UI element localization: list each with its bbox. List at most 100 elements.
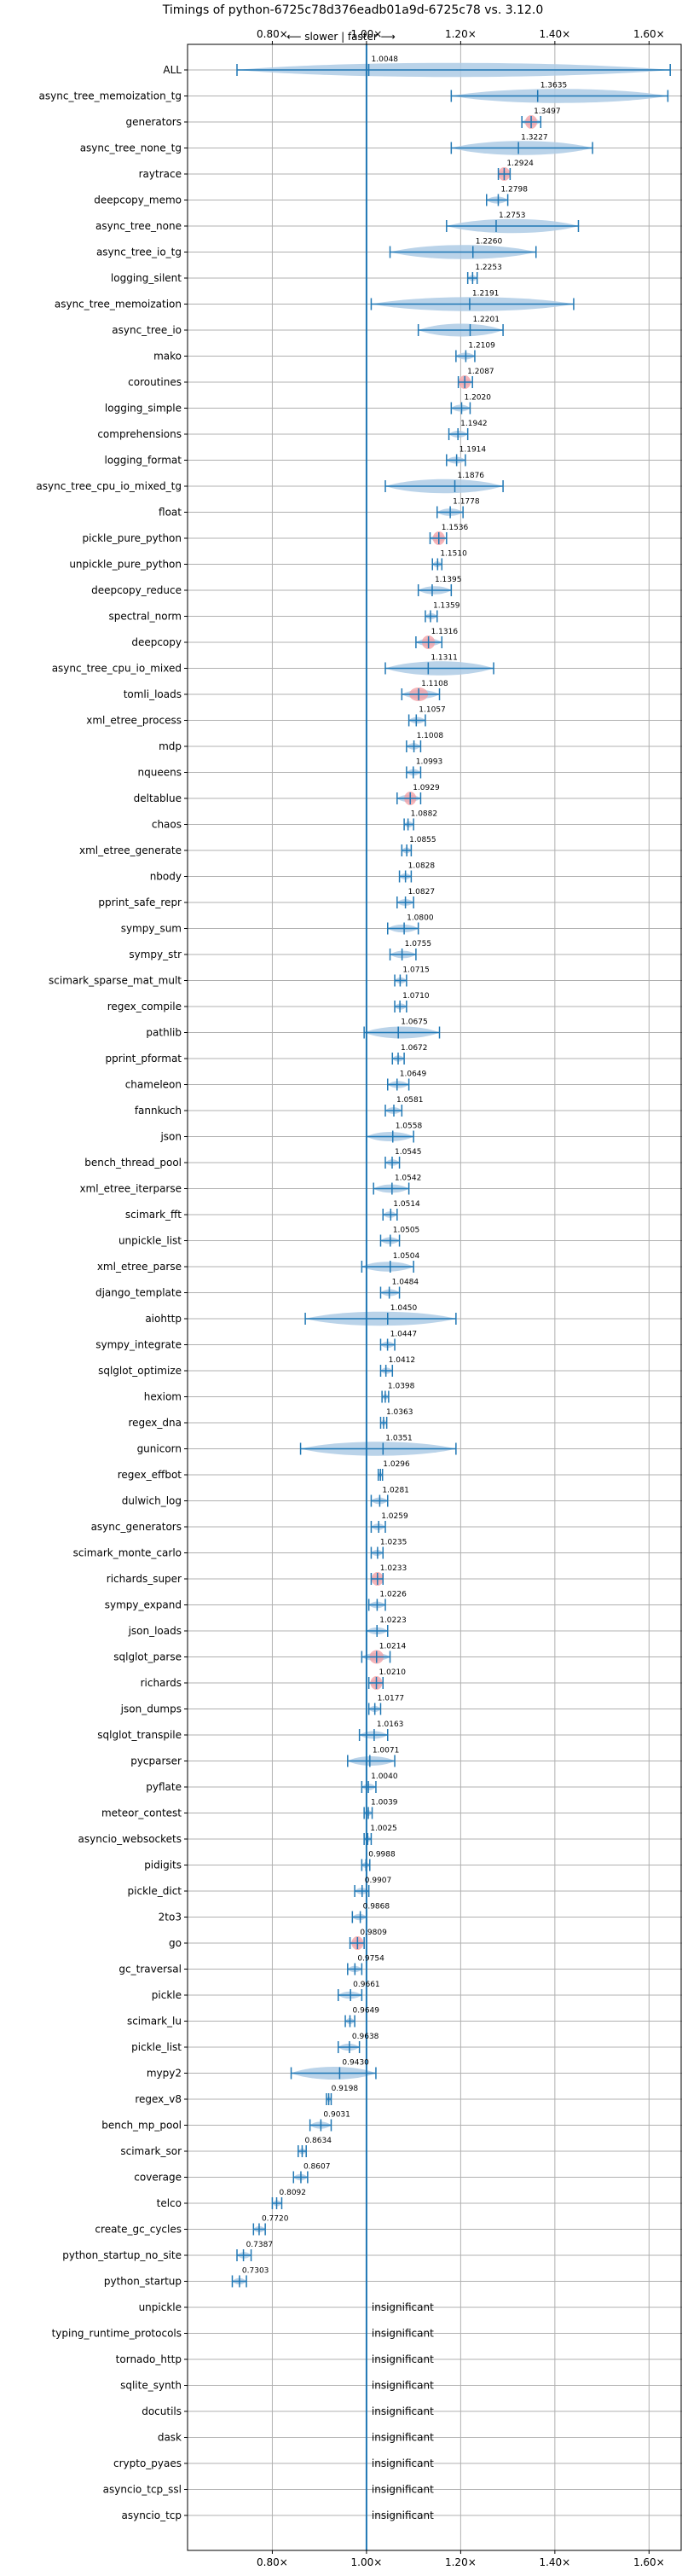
value-label: 1.0235 xyxy=(380,1539,407,1547)
benchmark-label: xml_etree_parse xyxy=(97,1261,182,1273)
insignificant-label: insignificant xyxy=(372,2405,434,2417)
benchmark-label: async_tree_none_tg xyxy=(80,142,182,154)
plot-frame xyxy=(187,44,682,2551)
benchmark-label: dulwich_log xyxy=(122,1495,182,1507)
value-label: 1.0882 xyxy=(411,810,438,819)
value-label: 0.9198 xyxy=(332,2085,359,2093)
benchmark-label: pickle_dict xyxy=(128,1885,182,1897)
value-label: 1.0039 xyxy=(371,1799,398,1807)
value-label: 0.7720 xyxy=(262,2215,289,2224)
benchmark-label: hexiom xyxy=(144,1391,182,1403)
benchmark-label: sqlglot_parse xyxy=(113,1651,182,1663)
value-label: 1.1359 xyxy=(433,602,460,611)
value-label: 0.8607 xyxy=(303,2163,331,2172)
benchmark-label: async_tree_memoization xyxy=(55,299,182,310)
benchmark-label: sympy_sum xyxy=(121,923,182,935)
value-label: 1.1108 xyxy=(421,680,448,688)
benchmark-label: pprint_pformat xyxy=(106,1053,182,1065)
value-label: 0.9031 xyxy=(323,2111,350,2120)
benchmark-label: async_tree_io_tg xyxy=(96,247,182,258)
value-label: 1.0827 xyxy=(408,888,436,896)
value-label: 1.0226 xyxy=(379,1591,407,1599)
value-label: 1.0048 xyxy=(372,55,399,64)
benchmark-label: unpickle_list xyxy=(118,1235,182,1247)
value-label: 1.3497 xyxy=(534,107,561,116)
x-tick-label-bottom: 0.80× xyxy=(257,2556,288,2568)
value-label: 1.0233 xyxy=(380,1564,407,1573)
benchmark-label: json_loads xyxy=(128,1625,182,1637)
benchmark-label: coverage xyxy=(134,2172,182,2184)
value-label: 1.2260 xyxy=(476,238,503,247)
x-tick-label-top: 1.60× xyxy=(633,28,665,40)
benchmark-label: async_tree_none xyxy=(95,220,182,232)
benchmark-label: pickle_list xyxy=(131,2041,182,2053)
value-label: 1.0484 xyxy=(392,1279,419,1287)
value-label: 1.1914 xyxy=(459,446,487,455)
value-label: 1.1778 xyxy=(453,498,480,507)
benchmark-label: float xyxy=(159,507,182,519)
benchmark-label: django_template xyxy=(95,1287,182,1299)
benchmark-label: deepcopy_reduce xyxy=(91,584,182,596)
benchmark-label: dask xyxy=(158,2432,182,2444)
value-label: 1.0025 xyxy=(370,1825,397,1833)
value-label: 1.0828 xyxy=(408,862,436,871)
benchmark-label: crypto_pyaes xyxy=(113,2457,182,2469)
benchmark-label: json_dumps xyxy=(120,1703,182,1715)
value-label: 1.0710 xyxy=(402,992,430,1001)
value-label: 1.2109 xyxy=(468,342,495,351)
benchmark-label: pprint_safe_repr xyxy=(98,896,182,908)
benchmark-label: sympy_expand xyxy=(105,1599,182,1611)
marks-layer xyxy=(231,44,671,2550)
benchmark-label: logging_silent xyxy=(111,272,182,284)
value-label: 1.1395 xyxy=(435,576,462,584)
benchmark-label: gc_traversal xyxy=(118,1964,182,1976)
value-label: 1.1876 xyxy=(458,472,485,480)
value-label: 0.8092 xyxy=(280,2189,307,2197)
value-label: 0.9907 xyxy=(365,1877,392,1885)
benchmark-label: generators xyxy=(125,116,182,128)
benchmark-label: meteor_contest xyxy=(101,1807,182,1819)
benchmark-label: logging_format xyxy=(104,455,182,467)
x-tick-label-top: 1.20× xyxy=(445,28,477,40)
benchmark-label: spectral_norm xyxy=(108,611,182,623)
x-tick-label-bottom: 1.00× xyxy=(351,2556,383,2568)
benchmark-label: chameleon xyxy=(125,1079,182,1091)
benchmark-label: regex_compile xyxy=(107,1001,182,1012)
value-label: 1.0800 xyxy=(407,914,434,923)
benchmark-label: pickle xyxy=(152,1989,182,2001)
benchmark-label: asyncio_tcp_ssl xyxy=(103,2484,182,2496)
value-label: 1.1510 xyxy=(440,550,467,559)
value-label: 0.7303 xyxy=(242,2267,269,2276)
insignificant-label: insignificant xyxy=(372,2432,434,2444)
benchmark-label: go xyxy=(169,1937,182,1949)
value-label: 1.0649 xyxy=(400,1070,427,1079)
value-label: 1.1008 xyxy=(417,732,444,740)
benchmark-label: chaos xyxy=(152,819,182,831)
benchmark-label: logging_simple xyxy=(105,403,182,415)
label-layer: 0.80× 0.80× 1.00× 1.00× 1.20× 1.20× 1.40× 1.40×… xyxy=(36,28,664,2568)
value-label: 0.9868 xyxy=(363,1903,390,1912)
value-label: 1.0581 xyxy=(396,1096,424,1105)
direction-label: ⟵ slower | faster ⟶ xyxy=(286,31,396,43)
value-label: 1.0504 xyxy=(393,1252,420,1261)
value-label: 1.0412 xyxy=(389,1356,416,1365)
benchmark-label: typing_runtime_protocols xyxy=(52,2328,182,2340)
value-label: 1.1536 xyxy=(442,524,469,532)
benchmark-label: scimark_monte_carlo xyxy=(73,1547,182,1559)
value-label: 1.2087 xyxy=(467,368,494,376)
x-tick-label-bottom: 1.60× xyxy=(633,2556,665,2568)
value-label: 1.0281 xyxy=(382,1487,409,1495)
value-label: 1.0210 xyxy=(379,1668,407,1677)
x-tick-label-top: 1.40× xyxy=(539,28,570,40)
value-label: 1.1316 xyxy=(431,628,459,636)
benchmark-label: sqlglot_transpile xyxy=(97,1729,182,1741)
value-label: 1.0675 xyxy=(401,1018,428,1027)
value-label: 1.1311 xyxy=(431,654,458,663)
benchmark-label: tornado_http xyxy=(116,2353,182,2365)
insignificant-label: insignificant xyxy=(372,2301,434,2313)
benchmark-label: mako xyxy=(153,351,182,363)
benchmark-label: unpickle_pure_python xyxy=(69,559,182,571)
benchmark-label: regex_dna xyxy=(128,1417,182,1429)
benchmark-label: pyflate xyxy=(146,1781,182,1793)
